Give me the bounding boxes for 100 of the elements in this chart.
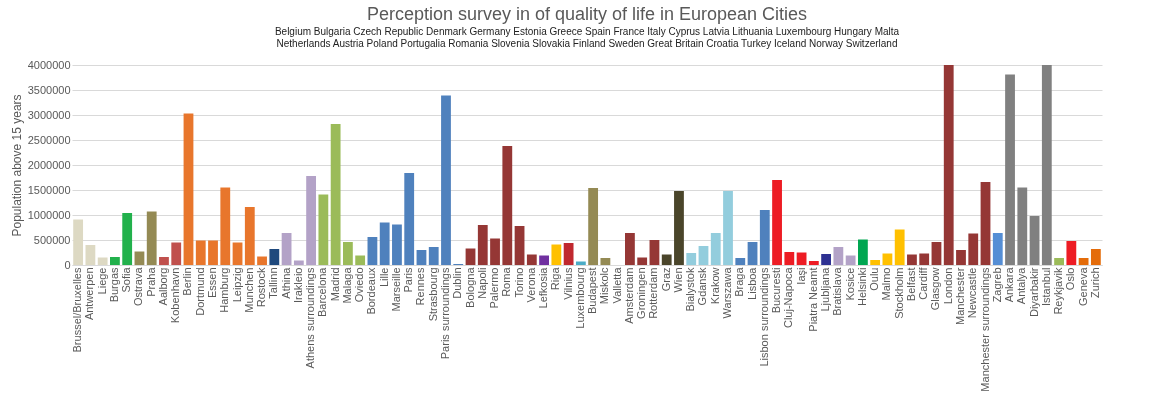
x-tick-label: Stockholm [892,267,905,319]
bar [392,224,402,265]
bar [710,233,721,265]
x-tick-label: Antwerpen [83,267,96,321]
bar [526,254,537,265]
bar [747,242,758,265]
bar [195,240,206,265]
bar [674,191,684,265]
x-tick-label: Verona [524,266,537,303]
bar [907,254,917,265]
x-tick-label: Istanbul [1039,267,1052,307]
bar [355,255,366,265]
bar [637,257,648,265]
x-tick-label: Helsinki [855,267,868,307]
x-tick-label: Palermo [488,267,501,309]
y-tick-label: 3500000 [27,83,71,96]
bar [539,255,549,265]
x-tick-label: Belfast [904,267,917,302]
bar [220,187,231,265]
text: Netherlands Austria Poland Portugalia Romania Slovenia Slovakia Finland Sweden Great Britain Croatia Turkey Iceland Norway Switzerland [276,38,898,49]
x-tick-label: Reykjavik [1052,267,1065,315]
bar [808,261,819,265]
bar [85,245,96,265]
x-tick-label: Athens surroundings [304,267,317,369]
x-tick-label: Roma [500,266,513,297]
bar [784,252,795,265]
x-tick-label: Cardiff [917,266,930,300]
y-tick-label: 2000000 [27,158,71,171]
x-tick-label: Diyarbakir [1027,267,1040,318]
x-tick-label: Bucuresti [770,267,783,314]
bar [208,240,218,265]
bar [661,254,672,265]
x-tick-label: Kobenhavn [169,267,182,324]
x-tick-label: Sofia [120,266,133,293]
x-tick-label: Burgas [107,267,120,303]
x-tick-label: Ostrava [132,266,145,307]
bar [490,238,500,265]
x-tick-label: Newcastle [966,267,979,319]
x-tick-label: Hamburg [218,267,231,313]
y-tick-label: 2500000 [27,133,71,146]
x-tick-label: Athina [279,266,292,299]
x-tick-label: Zagreb [990,267,1003,303]
bar [73,219,84,265]
bar [1066,241,1077,265]
bar [625,233,635,265]
bar [1017,187,1028,265]
y-tick-label: 4000000 [27,58,71,71]
x-tick-label: Riga [549,266,562,291]
x-tick-label: Gdansk [696,267,709,306]
bar [956,250,966,265]
x-tick-label: Zurich [1088,267,1101,299]
bar [931,242,942,265]
bar [980,182,991,265]
x-tick-label: Irakleio [291,267,304,303]
bar [428,247,439,265]
x-tick-label: Bologna [463,266,476,308]
x-tick-label: Geneva [1076,266,1089,307]
x-tick-label: Cluj-Napoca [782,266,795,329]
bar [894,229,905,265]
bar [183,113,194,265]
bar [772,180,782,265]
x-tick-label: Groningen [635,267,648,319]
chart-title: Perception survey in of quality of life in European Cities [366,4,808,24]
x-tick-label: Paris [402,267,415,293]
x-tick-label: Vilnius [561,267,574,300]
x-tick-label: Liege [95,267,108,295]
x-tick-label: Munchen [242,267,255,313]
x-tick-label: Paris surroundings [438,267,451,360]
y-tick-label: 3000000 [27,108,71,121]
x-tick-label: Torino [512,267,525,298]
x-tick-label: Berlin [181,267,194,296]
x-tick-label: Strasbourg [426,267,439,322]
x-tick-label: Lille [377,267,390,288]
x-tick-label: Malaga [340,266,353,304]
bar [146,211,157,265]
x-tick-label: Dortmund [193,267,206,316]
x-tick-label: Rotterdam [647,267,660,319]
bar [477,225,488,265]
x-tick-label: Valletta [610,266,623,304]
bar [1054,258,1064,265]
x-tick-label: Rostock [255,267,268,308]
bar [821,254,832,265]
x-tick-label: Luxembourg [573,267,586,329]
bar [968,233,979,265]
bar [698,246,709,265]
x-tick-label: Braga [733,266,746,297]
x-tick-label: Oslo [1064,267,1077,291]
x-tick-label: Aalborg [156,267,169,306]
bar [943,65,954,265]
bar [1078,258,1089,265]
bar [845,255,856,265]
text: Belgium Bulgaria Czech Republic Denmark Germany Estonia Greece Spain France Italy Cyprus Latvia Lithuania Luxembourg Hungary Malta [274,26,900,37]
y-tick-label: 500000 [33,233,71,246]
x-tick-label: Oviedo [353,267,366,303]
x-tick-label: Tallinn [267,267,280,299]
bar [833,247,844,265]
bar [600,258,611,265]
bar [122,213,133,265]
bar [232,242,243,265]
x-tick-label: Bratislava [831,266,844,316]
